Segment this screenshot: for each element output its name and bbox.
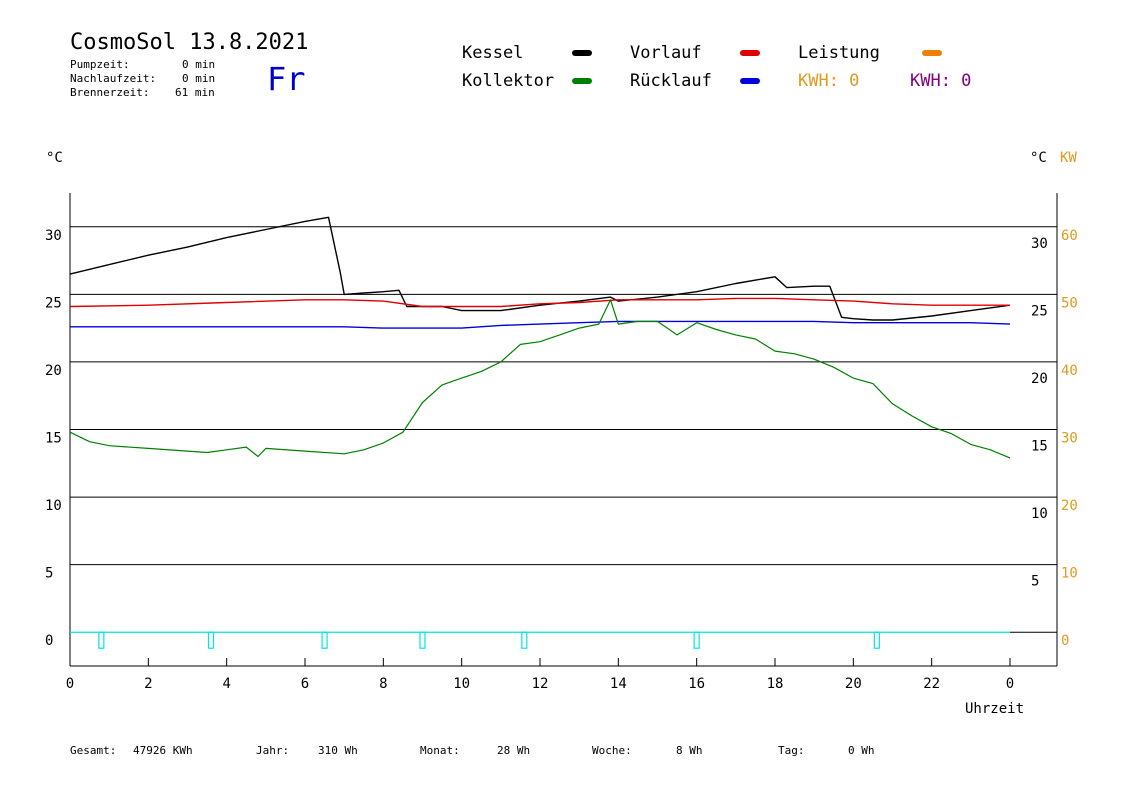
series-kollektor [69,299,1011,459]
y-tick-label-kw: 50 [1061,295,1078,311]
y-tick-label-left: 5 [45,566,53,582]
legend-kwh-orange: KWH: 0 [798,71,860,91]
series-vorlauf [69,297,1010,308]
y-tick-label-right: 20 [1031,371,1048,387]
legend-kollektor: Kollektor [462,71,555,91]
x-tick-label: 0 [1006,676,1014,692]
footer-tag-value: 0 Wh [848,744,875,757]
y-tick-label-left: 25 [45,295,62,311]
legend-kwh-purple: KWH: 0 [910,71,972,91]
footer-tag-label: Tag: [778,744,805,757]
x-tick-label: 4 [222,676,230,692]
pump-time-label: Pumpzeit: [70,58,130,71]
y-tick-label-right: 25 [1031,303,1048,319]
y-tick-label-left: 10 [45,498,62,514]
series-kessel [69,216,1011,321]
y-tick-label-left: 20 [45,363,62,379]
legend-vorlauf: Vorlauf [630,43,702,63]
y-tick-label-left: 15 [45,431,62,447]
y-tick-label-right: 30 [1031,236,1048,252]
footer-jahr-value: 310 Wh [318,744,358,757]
y-tick-label-kw: 0 [1061,633,1069,649]
x-tick-label: 10 [453,676,470,692]
pump-pulses [70,631,1010,649]
x-tick-label: 0 [66,676,74,692]
y-tick-label-left: 0 [45,633,53,649]
footer-monat-label: Monat: [420,744,460,757]
x-tick-label: 20 [845,676,862,692]
x-tick-label: 12 [532,676,549,692]
legend-kessel-swatch [572,50,592,56]
chart-title: CosmoSol 13.8.2021 [70,30,309,55]
x-axis-label: Uhrzeit [965,701,1025,717]
nachlauf-time-label: Nachlaufzeit: [70,72,157,85]
footer-woche-label: Woche: [592,744,632,757]
footer-woche-value: 8 Wh [676,744,703,757]
right-axis-unit: °C [1030,150,1047,166]
pump-pulse [693,631,700,649]
footer-monat-value: 28 Wh [497,744,531,757]
legend-kessel: Kessel [462,43,524,63]
y-tick-label-kw: 30 [1061,431,1078,447]
y-tick-label-left: 30 [45,228,62,244]
series-rcklauf [70,320,1011,329]
nachlauf-time-value: 0 min [182,72,216,85]
legend-leistung: Leistung [798,43,880,63]
legend-kollektor-swatch [572,78,592,84]
x-tick-label: 8 [379,676,387,692]
pump-pulse [521,631,528,649]
grid-lines [70,226,1057,633]
footer-gesamt-label: Gesamt: [70,744,117,757]
footer-jahr-label: Jahr: [256,744,290,757]
y-tick-label-kw: 60 [1061,228,1078,244]
y-tick-label-right: 5 [1031,574,1039,590]
y-tick-label-right: 15 [1031,439,1048,455]
legend-ruecklauf-swatch [740,78,760,84]
pump-pulse [207,631,215,649]
x-tick-label: 16 [688,676,705,692]
pump-pulse [98,631,105,649]
kw-axis-unit: KW [1060,150,1077,166]
pump-pulse [321,631,328,649]
pump-time-value: 0 min [182,58,216,71]
y-tick-label-kw: 10 [1061,566,1078,582]
legend-ruecklauf: Rücklauf [630,71,712,91]
x-tick-label: 18 [767,676,784,692]
x-tick-label: 22 [923,676,940,692]
x-tick-label: 6 [301,676,309,692]
y-tick-label-kw: 40 [1061,363,1078,379]
y-tick-label-kw: 20 [1061,498,1078,514]
legend-vorlauf-swatch [740,50,760,56]
pump-pulse [873,631,880,649]
legend-leistung-swatch [922,50,942,56]
weekday-label: Fr [267,60,306,98]
x-tick-label: 14 [610,676,627,692]
y-tick-label-right: 10 [1031,506,1048,522]
pump-pulse [419,631,426,649]
brenner-time-label: Brennerzeit: [70,86,150,99]
footer-gesamt-value: 47926 KWh [133,744,193,757]
left-axis-unit: °C [46,150,63,166]
brenner-time-value: 61 min [175,86,215,99]
axes [69,193,1058,667]
x-tick-label: 2 [144,676,152,692]
series-lines [69,216,1011,459]
